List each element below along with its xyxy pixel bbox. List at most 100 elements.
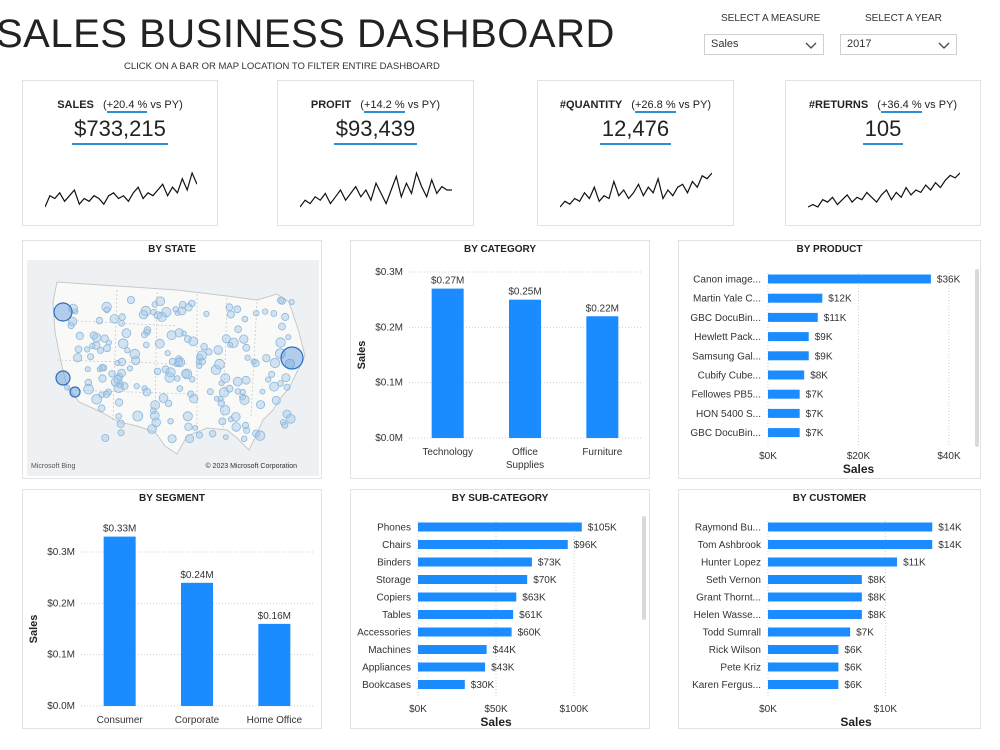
map-point[interactable]: [250, 358, 257, 365]
map-point[interactable]: [89, 331, 98, 340]
map-point[interactable]: [84, 366, 91, 373]
subcategory-chart[interactable]: $0K $50K $100K Sales Phones $105K Chairs $96K Bi…: [351, 490, 649, 728]
map-point[interactable]: [206, 388, 214, 396]
map-point[interactable]: [271, 395, 281, 405]
bar[interactable]: [768, 575, 862, 584]
map-point[interactable]: [233, 305, 242, 314]
map-point[interactable]: [239, 388, 246, 396]
map-point[interactable]: [184, 303, 193, 312]
bar[interactable]: [181, 582, 213, 706]
map-point[interactable]: [158, 393, 169, 403]
map-point[interactable]: [97, 346, 105, 354]
map-point[interactable]: [256, 400, 266, 410]
map-point[interactable]: [276, 296, 285, 304]
map-point[interactable]: [252, 310, 260, 317]
map-point[interactable]: [240, 435, 248, 442]
map-point[interactable]: [281, 421, 289, 429]
map-point[interactable]: [101, 433, 110, 442]
map-point[interactable]: [174, 328, 184, 338]
bar[interactable]: [768, 293, 823, 303]
map-point[interactable]: [151, 417, 161, 428]
map-point[interactable]: [226, 310, 235, 319]
map-point[interactable]: [220, 373, 231, 384]
map-point[interactable]: [115, 413, 122, 420]
map-point[interactable]: [188, 376, 196, 383]
map-point[interactable]: [102, 390, 111, 398]
map-point[interactable]: [174, 357, 184, 367]
map-point[interactable]: [270, 310, 278, 317]
bar[interactable]: [509, 299, 541, 438]
bar[interactable]: [768, 312, 818, 322]
map-point[interactable]: [178, 301, 187, 309]
map-point[interactable]: [91, 341, 101, 350]
map-point[interactable]: [189, 394, 199, 404]
map-point[interactable]: [176, 385, 184, 392]
map-point[interactable]: [98, 374, 107, 383]
bar[interactable]: [768, 332, 809, 342]
map-point[interactable]: [150, 400, 161, 411]
map-point[interactable]: [275, 337, 286, 348]
map-point[interactable]: [277, 380, 284, 387]
map-point[interactable]: [155, 296, 166, 306]
map-point[interactable]: [285, 414, 296, 424]
map-point[interactable]: [121, 328, 132, 338]
map-point[interactable]: [73, 353, 83, 363]
bar[interactable]: [103, 536, 136, 706]
map-point[interactable]: [109, 314, 120, 324]
map-point[interactable]: [213, 395, 220, 402]
map-point[interactable]: [234, 325, 242, 333]
bar[interactable]: [586, 316, 619, 438]
map-point[interactable]: [187, 390, 195, 398]
map-point[interactable]: [133, 383, 140, 390]
bar[interactable]: [768, 408, 800, 418]
map-point[interactable]: [154, 338, 165, 349]
map-point[interactable]: [118, 313, 126, 321]
bar[interactable]: [768, 370, 805, 380]
map-point[interactable]: [100, 334, 109, 343]
bar[interactable]: [768, 428, 800, 438]
bar[interactable]: [418, 557, 532, 567]
bar[interactable]: [768, 557, 898, 567]
map-point[interactable]: [120, 382, 129, 391]
map-point[interactable]: [241, 375, 251, 385]
bar[interactable]: [431, 288, 464, 438]
map-point[interactable]: [103, 344, 111, 353]
map-point[interactable]: [285, 334, 292, 341]
measure-slicer[interactable]: Sales: [704, 34, 824, 55]
map-point[interactable]: [68, 303, 78, 314]
map-point[interactable]: [200, 342, 208, 351]
map-point[interactable]: [74, 345, 83, 354]
map-point[interactable]: [83, 346, 91, 353]
map-point[interactable]: [254, 430, 266, 441]
map-point[interactable]: [147, 424, 157, 434]
map-point[interactable]: [143, 341, 150, 349]
map-point[interactable]: [91, 394, 102, 405]
bar[interactable]: [418, 627, 512, 637]
map-point[interactable]: [268, 370, 276, 378]
map-point[interactable]: [218, 380, 225, 387]
map-point[interactable]: [269, 381, 280, 392]
map-point[interactable]: [167, 417, 174, 425]
map-point[interactable]: [126, 365, 134, 372]
map-point[interactable]: [150, 308, 157, 316]
map-point[interactable]: [118, 319, 125, 327]
map-point[interactable]: [231, 412, 241, 422]
map-point[interactable]: [259, 388, 266, 395]
map-point[interactable]: [180, 330, 187, 337]
map-point[interactable]: [214, 358, 225, 370]
bar[interactable]: [768, 627, 851, 637]
map-point[interactable]: [195, 431, 203, 439]
map-point[interactable]: [184, 422, 193, 431]
map-point[interactable]: [252, 429, 261, 438]
map-point[interactable]: [239, 334, 249, 344]
map-point[interactable]: [262, 354, 271, 363]
map-point[interactable]: [164, 372, 175, 383]
bar[interactable]: [768, 540, 933, 549]
map-point[interactable]: [64, 384, 71, 391]
map-point[interactable]: [95, 316, 104, 325]
map-point[interactable]: [239, 394, 250, 405]
segment-chart[interactable]: $0.0M $0.1M $0.2M $0.3M Sales $0.33M Consumer $…: [23, 490, 321, 728]
map-point[interactable]: [208, 429, 217, 438]
map-point[interactable]: [218, 417, 227, 426]
